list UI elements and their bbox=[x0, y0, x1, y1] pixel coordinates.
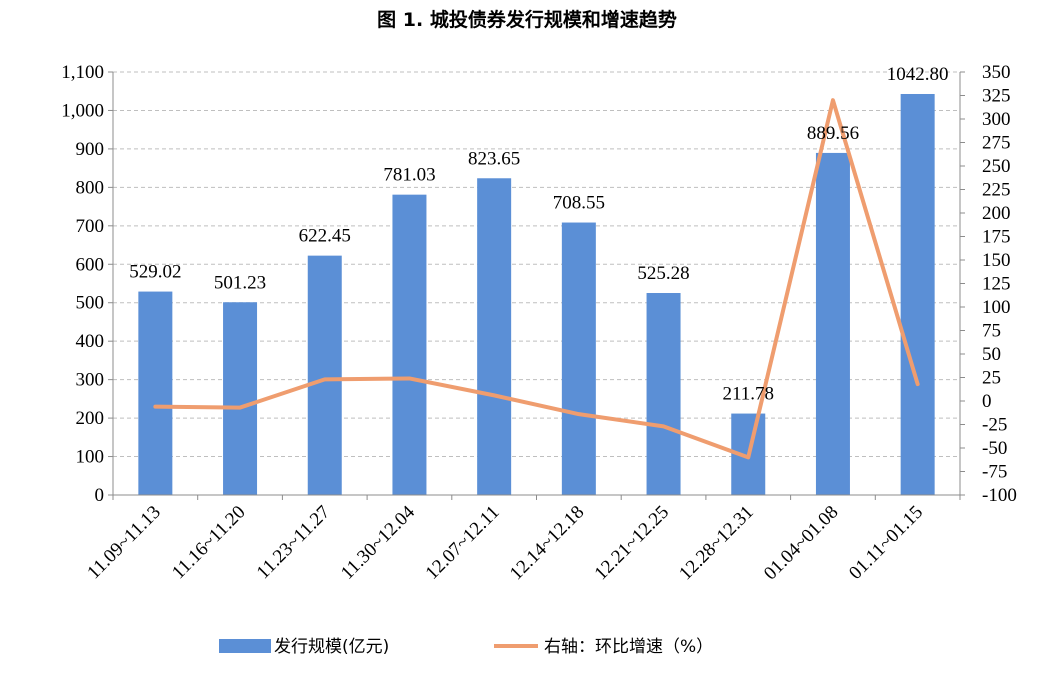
bar-series bbox=[138, 93, 935, 496]
bar bbox=[815, 152, 850, 495]
y-right-tick-label: 150 bbox=[982, 250, 1011, 271]
y-left-tick-label: 600 bbox=[76, 254, 105, 275]
y-right-tick-label: 50 bbox=[982, 344, 1001, 365]
y-right-tick-label: 275 bbox=[982, 133, 1011, 154]
x-tick-label: 11.16~11.20 bbox=[168, 502, 250, 584]
y-right-tick-label: -50 bbox=[982, 438, 1007, 459]
x-tick-label: 12.07~12.11 bbox=[422, 502, 504, 584]
y-left-tick-label: 1,100 bbox=[61, 62, 104, 83]
bar-data-label: 525.28 bbox=[637, 263, 689, 284]
y-right-tick-label: 325 bbox=[982, 86, 1011, 107]
bar-data-label: 501.23 bbox=[214, 272, 266, 293]
bar bbox=[138, 291, 173, 495]
y-left-tick-label: 800 bbox=[76, 177, 105, 198]
growth-rate-line bbox=[153, 98, 920, 460]
x-tick-label: 12.28~12.31 bbox=[675, 502, 758, 585]
x-tick-label: 01.04~01.08 bbox=[760, 502, 843, 585]
legend-line-label: 右轴：环比增速（%） bbox=[544, 637, 713, 657]
y-right-tick-label: 175 bbox=[982, 227, 1011, 248]
bar-data-label: 889.56 bbox=[807, 123, 859, 144]
y-right-tick-label: 25 bbox=[982, 368, 1001, 389]
legend-bar-label: 发行规模(亿元) bbox=[274, 637, 389, 657]
y-right-tick-label: 350 bbox=[982, 62, 1011, 83]
bar bbox=[223, 302, 258, 495]
bar bbox=[900, 93, 935, 495]
y-left-tick-label: 300 bbox=[76, 370, 105, 391]
y-right-tick-label: -25 bbox=[982, 415, 1007, 436]
y-left-tick-label: 900 bbox=[76, 139, 105, 160]
y-right-tick-label: 75 bbox=[982, 321, 1001, 342]
x-tick-label: 01.11~01.15 bbox=[845, 502, 927, 584]
chart-title: 图 1. 城投债券发行规模和增速趋势 bbox=[377, 8, 677, 31]
bar-data-label: 622.45 bbox=[299, 226, 351, 247]
x-tick-label: 11.30~12.04 bbox=[337, 501, 419, 583]
y-right-tick-label: 100 bbox=[982, 297, 1011, 318]
y-right-tick-label: 0 bbox=[982, 391, 992, 412]
bar-data-label: 781.03 bbox=[383, 165, 435, 186]
legend-bar-swatch bbox=[219, 639, 271, 653]
bar bbox=[561, 222, 596, 495]
bar-data-label: 211.78 bbox=[722, 384, 774, 405]
x-tick-label: 12.21~12.25 bbox=[591, 502, 674, 585]
x-tick-label: 11.23~11.27 bbox=[253, 502, 335, 584]
axes: 01002003004005006007008009001,0001,100-1… bbox=[61, 62, 1017, 584]
y-right-tick-label: 200 bbox=[982, 203, 1011, 224]
legend: 发行规模(亿元) 右轴：环比增速（%） bbox=[219, 637, 713, 657]
x-tick-label: 12.14~12.18 bbox=[506, 502, 589, 585]
bar-data-label: 823.65 bbox=[468, 148, 520, 169]
y-right-tick-label: 125 bbox=[982, 274, 1011, 295]
line-series bbox=[153, 98, 920, 460]
data-labels: 529.02 501.23 622.45 781.03 823.65 708.55 525.… bbox=[129, 64, 948, 405]
y-right-tick-label: -100 bbox=[982, 485, 1017, 506]
bar-data-label: 1042.80 bbox=[887, 64, 949, 85]
bar bbox=[646, 293, 681, 495]
y-left-tick-label: 0 bbox=[95, 485, 105, 506]
y-left-tick-label: 500 bbox=[76, 293, 105, 314]
y-right-tick-label: 225 bbox=[982, 180, 1011, 201]
bar bbox=[307, 255, 342, 495]
y-left-tick-label: 1,000 bbox=[61, 100, 104, 121]
y-right-tick-label: 300 bbox=[982, 109, 1011, 130]
y-left-tick-label: 400 bbox=[76, 331, 105, 352]
y-left-tick-label: 100 bbox=[76, 447, 105, 468]
bar-data-label: 529.02 bbox=[129, 262, 181, 283]
y-left-tick-label: 200 bbox=[76, 408, 105, 429]
bar bbox=[477, 178, 512, 495]
y-right-tick-label: -75 bbox=[982, 462, 1007, 483]
bar bbox=[392, 194, 427, 496]
x-tick-label: 11.09~11.13 bbox=[83, 502, 165, 584]
bar-data-label: 708.55 bbox=[553, 193, 605, 214]
y-right-tick-label: 250 bbox=[982, 156, 1011, 177]
y-left-tick-label: 700 bbox=[76, 216, 105, 237]
